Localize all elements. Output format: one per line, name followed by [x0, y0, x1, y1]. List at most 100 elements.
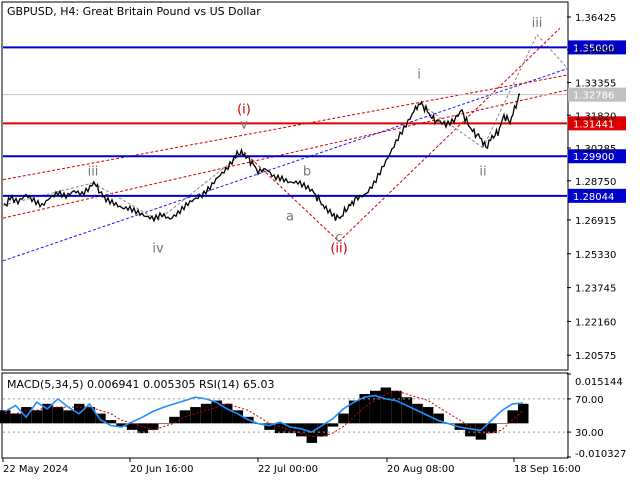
macd-bar: [348, 400, 360, 424]
indicator-axis: 0.015144 70.00 30.00 -0.010327: [567, 373, 626, 460]
macd-bar: [137, 423, 148, 434]
price-tick-label: 1.31820: [575, 111, 616, 122]
level-tag-bg: [568, 149, 626, 164]
macd-bar: [306, 423, 318, 443]
macd-bar: [496, 423, 508, 424]
price-tick-label: 1.26915: [575, 216, 616, 227]
macd-bar: [486, 423, 497, 434]
wave-connector: [536, 34, 568, 68]
price-tick-label: 1.33355: [575, 78, 616, 89]
current-price-tag-bg: [568, 87, 626, 102]
macd-bar: [52, 407, 64, 424]
level-tag-bg: [568, 116, 626, 131]
macd-bar: [10, 413, 22, 424]
macd-bar: [116, 423, 127, 427]
price-series: [3, 93, 521, 223]
price-tick-label: 1.36425: [575, 13, 616, 24]
indicator-tick-label: -0.010327: [575, 449, 626, 460]
price-tick-label: 1.25330: [575, 250, 616, 261]
wave-label: b: [303, 164, 311, 179]
macd-bar: [370, 390, 381, 424]
indicator-series: [0, 387, 567, 443]
price-tick-label: 1.30285: [575, 144, 616, 155]
macd-bar: [169, 416, 180, 424]
macd-bar: [126, 423, 138, 430]
price-tick-label: 1.28750: [575, 177, 616, 188]
wave-label: iii: [532, 16, 543, 31]
macd-signal-line: [5, 390, 524, 437]
macd-bar: [507, 410, 518, 424]
trendline-blue-lower: [2, 68, 568, 262]
price-tick-label: 1.22160: [575, 317, 616, 328]
macd-bar: [190, 407, 201, 424]
macd-bar: [95, 413, 106, 424]
price-tick-label: 1.34890: [575, 46, 616, 57]
indicator-tick-label: 0.015144: [575, 377, 623, 388]
wave-label: c: [335, 231, 342, 246]
price-tick-label: 1.20575: [575, 351, 616, 362]
macd-bar: [264, 423, 275, 430]
macd-bar: [327, 423, 339, 427]
indicator-label: MACD(5,34,5) 0.006941 0.005305 RSI(14) 6…: [7, 378, 274, 391]
wave-connector: [2, 182, 94, 206]
wave-connector: [482, 34, 538, 148]
macd-bar: [158, 423, 170, 424]
main-panel: [1, 1, 569, 371]
level-tag-label: 1.29900: [573, 152, 614, 163]
macd-bar: [465, 423, 476, 437]
macd-bar: [391, 390, 402, 424]
price-tick-label: 1.23745: [575, 284, 616, 295]
macd-bar: [296, 423, 307, 437]
rsi-line: [4, 394, 524, 433]
level-tag-label: 1.31441: [573, 119, 614, 130]
wave-label: a: [286, 209, 294, 224]
macd-bar: [475, 423, 487, 440]
indicator-tick-label: 30.00: [575, 428, 604, 439]
macd-bar: [433, 413, 444, 424]
macd-bar: [42, 403, 53, 424]
macd-bar: [232, 410, 244, 424]
wave-label: iv: [152, 241, 164, 256]
macd-bar: [338, 413, 349, 424]
time-tick-label: 18 Sep 16:00: [514, 464, 581, 475]
time-tick-label: 20 Aug 08:00: [387, 464, 454, 475]
time-tick-label: 22 Jul 00:00: [258, 464, 318, 475]
macd-bar: [105, 420, 117, 424]
macd-bar: [21, 407, 32, 424]
macd-bar: [200, 403, 212, 424]
level-tag-label: 1.28044: [573, 192, 614, 203]
wave-connector: [92, 182, 159, 221]
trendline-red-wave: [338, 27, 561, 242]
wave-label: (ii): [330, 241, 347, 256]
level-tag-bg: [568, 40, 626, 55]
macd-bar: [222, 403, 233, 424]
macd-bar: [211, 400, 222, 424]
price-axis: 1.36425 1.34890 1.33355 1.31820 1.30285 1.287…: [567, 13, 616, 362]
macd-bar: [401, 397, 413, 424]
macd-bar: [359, 394, 370, 424]
wave-label: iii: [88, 164, 99, 179]
trendline-red-upper: [2, 74, 568, 181]
macd-bar: [63, 410, 74, 424]
wave-label: (i): [237, 103, 251, 118]
wave-label: ii: [479, 164, 486, 179]
macd-bar: [0, 410, 11, 424]
time-tick-label: 22 May 2024: [3, 464, 68, 475]
time-tick-label: 20 Jun 16:00: [130, 464, 194, 475]
macd-bar: [518, 403, 529, 424]
macd-bar: [317, 423, 328, 437]
wave-label: i: [417, 67, 421, 82]
macd-bar: [84, 407, 96, 424]
macd-bar: [412, 403, 423, 424]
macd-bar: [274, 423, 286, 434]
macd-bar: [380, 387, 392, 424]
current-price-tag: 1.32786: [573, 91, 614, 102]
macd-bar: [148, 423, 159, 430]
time-axis: 22 May 2024 20 Jun 16:00 22 Jul 00:00 20 Au…: [2, 458, 581, 475]
wave-connector: [418, 102, 484, 149]
macd-bar: [31, 410, 43, 424]
level-tag-label: 1.35000: [573, 43, 614, 54]
macd-bar: [285, 423, 296, 434]
